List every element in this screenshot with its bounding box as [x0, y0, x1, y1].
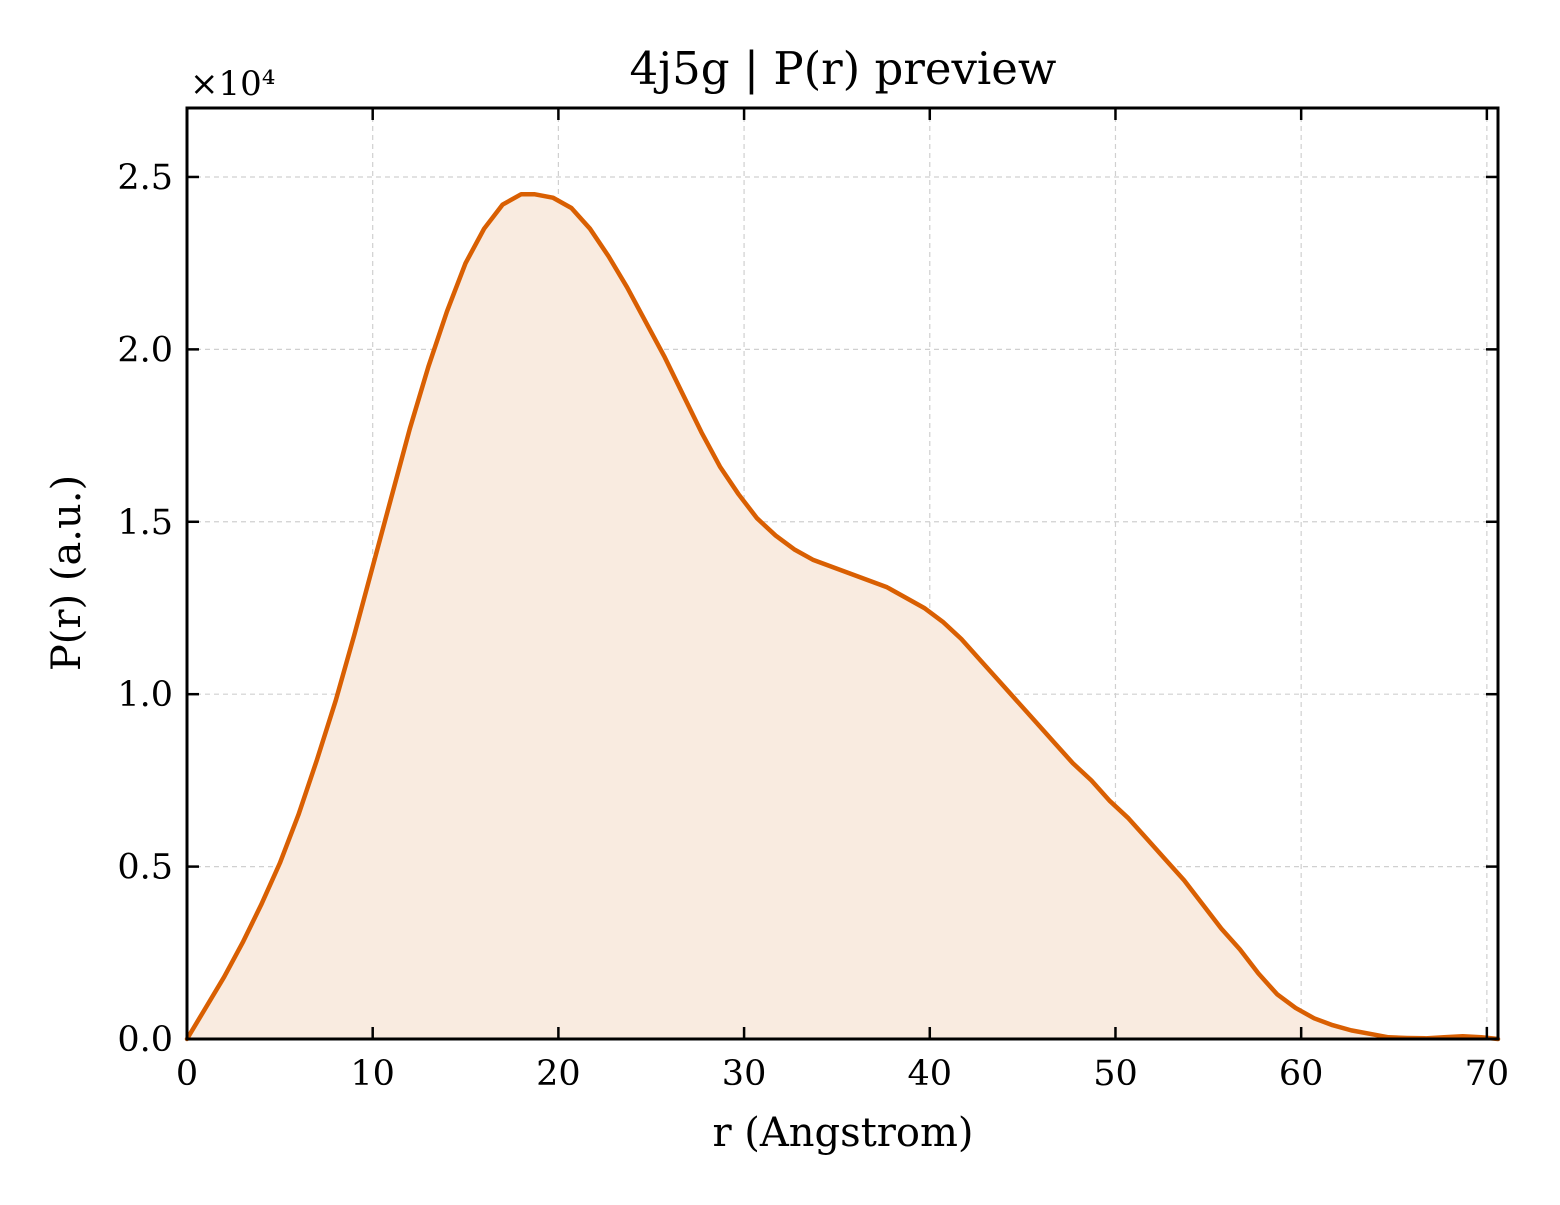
x-tick-label: 10	[350, 1054, 395, 1094]
tick-layer: 0 10 20 30 40 50 60 70 0.0 0.5 1.0 1.5 2.0 2.5	[117, 108, 1509, 1094]
y-tick-label: 0.5	[117, 848, 173, 888]
y-tick-label: 1.0	[117, 675, 173, 715]
y-axis-label: P(r) (a.u.)	[44, 475, 90, 671]
x-tick-label: 50	[1093, 1054, 1138, 1094]
x-tick-label: 0	[176, 1054, 198, 1094]
x-tick-label: 30	[722, 1054, 767, 1094]
x-tick-label: 70	[1465, 1054, 1510, 1094]
chart-title: 4j5g | P(r) preview	[630, 42, 1057, 95]
x-tick-label: 40	[908, 1054, 953, 1094]
pr-series-line	[184, 191, 1501, 1042]
y-tick-label: 0.0	[117, 1020, 173, 1060]
y-axis-offset-label: ×10⁴	[190, 64, 275, 104]
y-tick-label: 1.5	[117, 503, 173, 543]
y-tick-label: 2.0	[117, 330, 173, 370]
x-tick-label: 20	[536, 1054, 581, 1094]
plot-frame	[185, 106, 1500, 1041]
x-tick-label: 60	[1279, 1054, 1324, 1094]
pr-area-fill	[187, 194, 1498, 1039]
y-tick-label: 2.5	[117, 158, 173, 198]
x-axis-label: r (Angstrom)	[712, 1110, 973, 1156]
